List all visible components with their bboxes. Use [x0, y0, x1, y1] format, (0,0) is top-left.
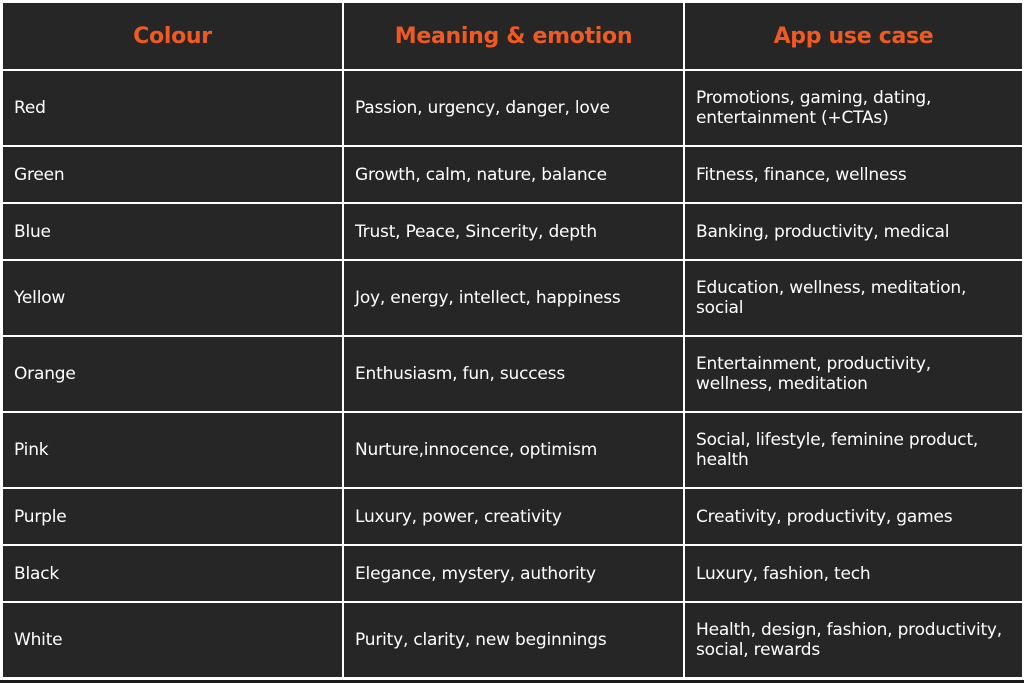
use-case-cell: Luxury, fashion, tech — [683, 544, 1024, 603]
meaning-cell: Luxury, power, creativity — [342, 487, 685, 546]
use-case-cell: Education, wellness, meditation, social — [683, 259, 1024, 337]
use-case-cell: Entertainment, productivity, wellness, m… — [683, 335, 1024, 413]
bottom-divider — [0, 680, 1024, 683]
table-row: Red Passion, urgency, danger, love Promo… — [1, 69, 1024, 147]
meaning-cell: Trust, Peace, Sincerity, depth — [342, 202, 685, 261]
column-header-colour: Colour — [1, 1, 344, 71]
column-header-meaning: Meaning & emotion — [342, 1, 685, 71]
meaning-cell: Enthusiasm, fun, success — [342, 335, 685, 413]
use-case-cell: Banking, productivity, medical — [683, 202, 1024, 261]
colour-cell: Green — [1, 145, 344, 204]
table-header-row: Colour Meaning & emotion App use case — [1, 1, 1024, 71]
meaning-cell: Growth, calm, nature, balance — [342, 145, 685, 204]
colour-cell: White — [1, 601, 344, 679]
use-case-cell: Fitness, finance, wellness — [683, 145, 1024, 204]
use-case-cell: Creativity, productivity, games — [683, 487, 1024, 546]
column-header-use-case: App use case — [683, 1, 1024, 71]
use-case-cell: Health, design, fashion, productivity, s… — [683, 601, 1024, 679]
table-row: Green Growth, calm, nature, balance Fitn… — [1, 145, 1024, 204]
colour-cell: Red — [1, 69, 344, 147]
meaning-cell: Passion, urgency, danger, love — [342, 69, 685, 147]
use-case-cell: Promotions, gaming, dating, entertainmen… — [683, 69, 1024, 147]
colour-cell: Purple — [1, 487, 344, 546]
table-row: Black Elegance, mystery, authority Luxur… — [1, 544, 1024, 603]
table-row: Blue Trust, Peace, Sincerity, depth Bank… — [1, 202, 1024, 261]
colour-cell: Black — [1, 544, 344, 603]
table-row: Yellow Joy, energy, intellect, happiness… — [1, 259, 1024, 337]
meaning-cell: Elegance, mystery, authority — [342, 544, 685, 603]
table-row: Orange Enthusiasm, fun, success Entertai… — [1, 335, 1024, 413]
table-row: Purple Luxury, power, creativity Creativ… — [1, 487, 1024, 546]
table-row: Pink Nurture,innocence, optimism Social,… — [1, 411, 1024, 489]
colour-cell: Blue — [1, 202, 344, 261]
table-row: White Purity, clarity, new beginnings He… — [1, 601, 1024, 679]
meaning-cell: Nurture,innocence, optimism — [342, 411, 685, 489]
meaning-cell: Purity, clarity, new beginnings — [342, 601, 685, 679]
meaning-cell: Joy, energy, intellect, happiness — [342, 259, 685, 337]
colour-cell: Pink — [1, 411, 344, 489]
colour-cell: Orange — [1, 335, 344, 413]
colour-cell: Yellow — [1, 259, 344, 337]
use-case-cell: Social, lifestyle, feminine product, hea… — [683, 411, 1024, 489]
